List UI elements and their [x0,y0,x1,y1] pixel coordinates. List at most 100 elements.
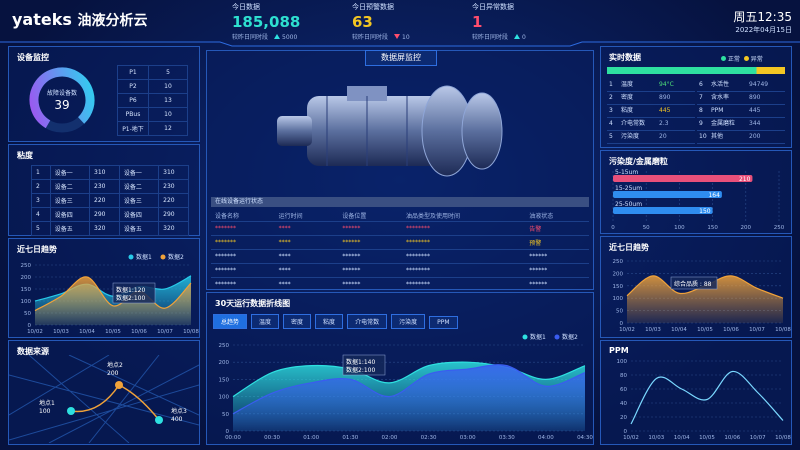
realtime-grid: 1 温度 94°C 2 密度 890 3 粘度 445 4 介电常数 2.3 5 污染度 20 6 水活性 947… [607,79,785,145]
stats: 今日数据 185,088 较昨日同时段 5000 今日预警数据 63 较昨日同时段 10 今日异… [232,0,572,44]
trend-arrow [394,34,401,39]
x-tick-label: 02:30 [421,435,437,441]
cell: 设备二 [118,179,160,194]
x-tick-label: 10/03 [645,327,661,333]
realtime-item: 10 其他 200 [697,131,785,144]
delta: 5000 [282,34,298,41]
cell: 220 [158,193,189,208]
tab[interactable]: 温度 [251,314,280,329]
logo-text: yateks [12,10,72,29]
series-line [630,370,784,425]
cell: P1 [117,65,149,80]
legend-swatch [522,334,528,340]
item-name: 粘度 [621,107,634,114]
cell: 290 [158,207,189,222]
table-row: P2 10 [117,79,188,94]
item-value: 94°C [659,81,674,88]
stat-label: 今日数据 [232,3,260,11]
place-value: 100 [39,408,51,415]
cell: ****** [338,221,402,236]
place-name: 地点1 [39,399,55,407]
cell: 5 [31,221,51,236]
tab[interactable]: 粘度 [315,314,344,329]
item-name: 温度 [621,81,634,88]
cell: 12 [148,121,188,136]
panel-title: PPM [609,346,629,355]
gauge: 故障设备数 39 [29,67,95,133]
tab[interactable]: 污染度 [391,314,426,329]
x-tick-label: 10/07 [157,329,173,335]
table-header: 设备名称 运行时间 设备位置 油品类型及使用时间 油液状态 [211,209,589,222]
cell: 设备四 [118,207,160,222]
category-label: 5-15um [615,169,638,176]
item-value: 200 [749,133,761,140]
cell: ******* [211,235,275,250]
header-line [0,41,800,47]
stat-label: 今日预警数据 [352,3,394,11]
cell: 设备一 [118,165,160,180]
bar [613,207,713,214]
cell: 2 [31,179,51,194]
y-tick-label: 80 [620,373,627,379]
cell: **** [274,235,339,250]
realtime-item: 6 水活性 94749 [697,79,785,92]
item-no: 8 [699,107,703,114]
compare-label: 较昨日同时段 [472,34,509,41]
x-tick-label: 10/02 [27,329,43,335]
realtime-panel: 实时数据 正常 异常 1 温度 94°C 2 密度 890 3 粘度 445 4 介电常数 2.3 5 污… [600,46,792,148]
table-row: PBus 10 [117,107,188,122]
y-tick-label: 150 [613,284,624,290]
y-tick-label: 0 [620,321,624,327]
x-tick-label: 10/02 [623,435,639,441]
tabs: 总趋势 温度 密度 粘度 介电常数 污染度 PPM [213,309,462,329]
item-value: 94749 [749,81,769,88]
cell: ******* [211,249,275,264]
x-tick-label: 10/05 [697,327,713,333]
x-tick-label: 10/05 [699,435,715,441]
x-tick-label: 200 [741,225,752,231]
place-name: 地点3 [171,407,187,415]
tab[interactable]: 总趋势 [213,314,248,329]
item-value: 445 [659,107,671,114]
cell: 310 [89,165,120,180]
table-row: 1 设备一 310 设备一 310 [31,165,189,180]
legend-label: 数据1 [136,253,152,261]
y-tick-label: 50 [24,311,31,317]
legend-label: 数据1 [530,333,546,341]
table-row: ******* **** ****** ******** ****** [211,263,589,278]
table-row: P1 5 [117,65,188,80]
cell: 10 [148,79,188,94]
item-no: 2 [609,94,613,101]
run-panel: 30天运行数据折线图 总趋势 温度 密度 粘度 介电常数 污染度 PPM 0 50 100 150… [206,292,594,445]
cell: 1 [31,165,51,180]
compare-label: 较昨日同时段 [232,34,269,41]
tooltip-box [112,282,156,304]
cell: 设备一 [49,165,91,180]
cell: ****** [338,235,402,250]
tooltip-text: 数据1:140 [346,358,375,366]
cell: 设备三 [49,193,91,208]
legend-label: 数据2 [168,253,184,261]
x-tick-label: 50 [643,225,650,231]
stat-compare: 较昨日同时段 10 [352,32,462,41]
cell: 设备二 [49,179,91,194]
panel-title: 近七日趋势 [609,243,649,252]
cell: 设备五 [49,221,91,236]
cell: ******** [401,277,526,291]
x-tick-label: 03:00 [460,435,476,441]
trend-arrow [274,34,281,39]
tab[interactable]: 密度 [283,314,312,329]
panel-title: 近七日趋势 [17,245,57,254]
realtime-item: 5 污染度 20 [607,131,695,144]
stat-value: 63 [352,13,373,31]
date: 2022年04月15日 [735,26,792,34]
item-name: 水活性 [711,81,730,88]
panel-title: 数据屏监控 [365,50,437,66]
panel-title: 实时数据 [609,53,641,62]
logo: yateks 油液分析云 [12,10,147,30]
cell: ****** [525,249,589,264]
tab[interactable]: PPM [429,316,458,329]
cell: ****** [338,249,402,264]
tab[interactable]: 介电常数 [347,314,388,329]
stat-label: 今日异常数据 [472,3,514,11]
